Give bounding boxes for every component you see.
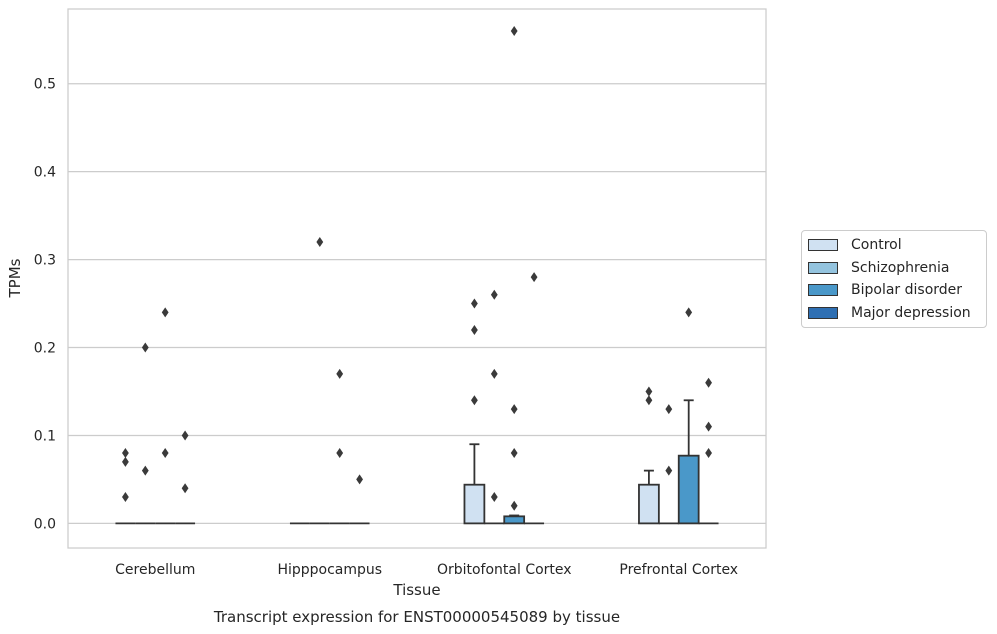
outlier-point (141, 342, 149, 353)
legend-label: Bipolar disorder (851, 282, 963, 299)
bar (503, 515, 526, 525)
outlier-point (161, 307, 169, 318)
legend-swatch (808, 284, 838, 297)
legend-swatch (808, 239, 838, 252)
legend-swatch (808, 261, 838, 274)
legend-item: Bipolar disorder (802, 279, 986, 302)
outlier-point (705, 421, 712, 432)
legend-label: Control (851, 237, 902, 254)
y-tick-label: 0.4 (34, 165, 56, 181)
bar (463, 483, 486, 525)
outlier-point (705, 448, 712, 459)
outlier-point (181, 483, 189, 494)
x-tick-label: Orbitofontal Cortex (437, 562, 572, 578)
outlier-point (161, 448, 169, 459)
y-tick-labels: 0.0 0.1 0.2 0.3 0.4 0.5 (34, 77, 56, 533)
x-tick-labels: Cerebellum Hipppocampus Orbitofontal Corte… (115, 562, 738, 578)
outlier-point (122, 448, 129, 459)
bar (638, 483, 660, 525)
outlier-point (705, 377, 712, 388)
legend-item: Schizophrenia (802, 257, 986, 280)
outlier-point (490, 492, 498, 503)
outlier-point (645, 395, 653, 406)
outlier-point (336, 368, 344, 379)
outlier-point (510, 404, 518, 415)
bars (115, 399, 719, 525)
legend-label: Major depression (851, 304, 971, 321)
outlier-point (490, 368, 498, 379)
x-tick-label: Prefrontal Cortex (619, 562, 738, 578)
outlier-point (645, 386, 653, 397)
outlier-point (510, 448, 518, 459)
y-tick-label: 0.0 (34, 516, 56, 532)
outlier-point (471, 298, 478, 309)
outlier-point (471, 324, 478, 335)
outlier-point (471, 395, 478, 406)
y-tick-label: 0.3 (34, 253, 56, 269)
legend: Control Schizophrenia Bipolar disorder Majo… (801, 230, 987, 328)
outlier-point (122, 456, 129, 467)
plot-area (67, 8, 767, 549)
legend-item: Control (802, 234, 986, 257)
legend-label: Schizophrenia (851, 259, 950, 276)
chart-caption: Transcript expression for ENST0000054508… (213, 608, 620, 626)
outlier-point (336, 448, 344, 459)
outlier-points (122, 25, 712, 511)
outlier-point (530, 272, 538, 283)
outlier-point (665, 404, 673, 415)
outlier-point (122, 492, 129, 503)
y-tick-label: 0.5 (34, 77, 56, 93)
outlier-point (685, 307, 693, 318)
outlier-point (181, 430, 189, 441)
y-tick-label: 0.2 (34, 341, 56, 357)
y-tick-label: 0.1 (34, 428, 56, 444)
outlier-point (356, 474, 363, 485)
x-tick-label: Cerebellum (115, 562, 195, 578)
outlier-point (510, 25, 518, 36)
x-tick-label: Hipppocampus (277, 562, 382, 578)
outlier-point (316, 237, 324, 248)
x-axis-label: Tissue (392, 581, 440, 599)
outlier-point (510, 500, 518, 511)
y-axis-label: TPMs (6, 258, 24, 298)
bar (677, 454, 700, 525)
outlier-point (665, 465, 673, 476)
legend-item: Major depression (802, 302, 986, 325)
legend-swatch (808, 306, 838, 319)
outlier-point (141, 465, 149, 476)
outlier-point (490, 289, 498, 300)
